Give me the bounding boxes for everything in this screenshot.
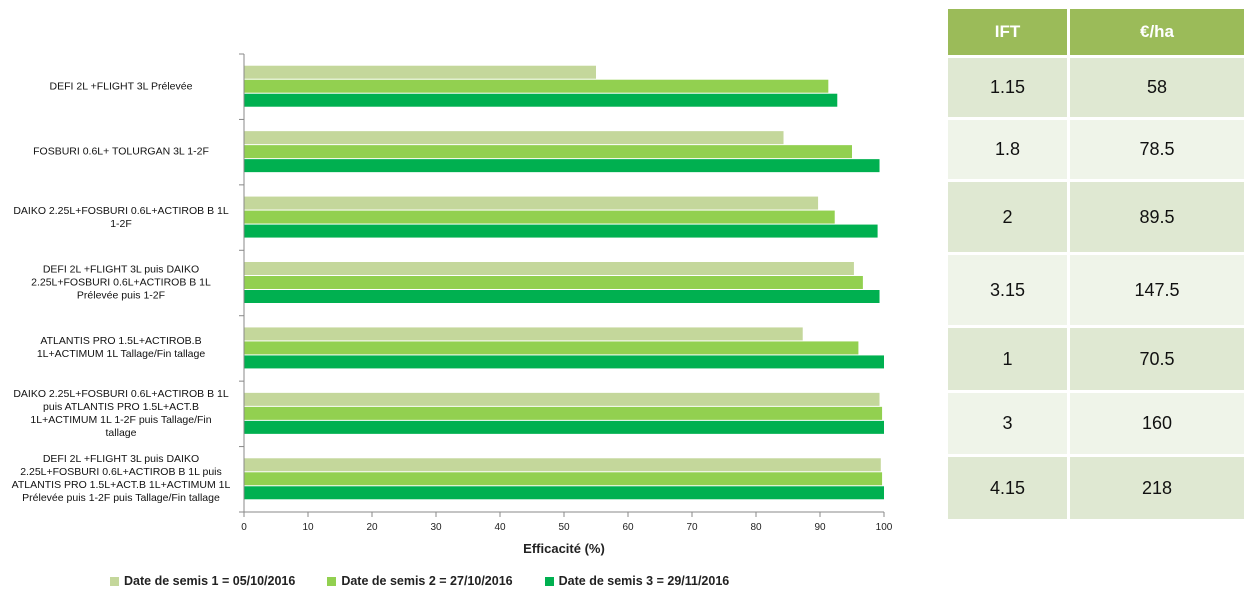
table-cell-cost: 218 <box>1070 457 1244 519</box>
table-row: 4.15 218 <box>948 457 1244 519</box>
table-cell-ift: 1 <box>948 328 1067 390</box>
category-label: DAIKO 2.25L+FOSBURI 0.6L+ACTIROB B 1L 1-2… <box>6 205 236 231</box>
x-tick-label: 100 <box>876 522 893 533</box>
category-label-line: 2.25L+FOSBURI 0.6L+ACTIROB B 1L <box>31 276 211 289</box>
bar-series1-row5 <box>244 327 803 341</box>
table-cell-ift: 4.15 <box>948 457 1067 519</box>
bar-series3-row5 <box>244 355 884 369</box>
category-label-line: puis ATLANTIS PRO 1.5L+ACT.B <box>43 400 199 413</box>
bar-series1-row3 <box>244 196 819 210</box>
bar-series3-row1 <box>244 93 838 107</box>
ift-cost-table: IFT €/ha 1.15 58 1.8 78.5 2 89.5 3.15 14… <box>945 6 1247 522</box>
table-row: 1.15 58 <box>948 58 1244 117</box>
x-tick-label: 40 <box>494 522 506 533</box>
category-label-line: ATLANTIS PRO 1.5L+ACTIROB.B <box>40 335 202 348</box>
legend-swatch <box>327 576 337 586</box>
x-tick-label: 10 <box>302 522 314 533</box>
bar-series2-row7 <box>244 472 883 486</box>
bar-series3-row4 <box>244 290 880 303</box>
category-label-line: Prélevée puis 1-2F <box>76 289 166 302</box>
table-cell-cost: 78.5 <box>1070 120 1244 179</box>
bar-series3-row7 <box>244 486 884 500</box>
category-label-line: 1L+ACTIMUM 1L 1-2F puis Tallage/Fin <box>30 413 212 426</box>
category-label-line: 1L+ACTIMUM 1L Tallage/Fin tallage <box>36 348 206 361</box>
category-label-line: DAIKO 2.25L+FOSBURI 0.6L+ACTIROB B 1L <box>13 387 229 400</box>
category-label: ATLANTIS PRO 1.5L+ACTIROB.B 1L+ACTIMUM 1L… <box>6 335 236 361</box>
category-label-line: FOSBURI 0.6L+ TOLURGAN 3L 1-2F <box>33 145 209 158</box>
bar-series1-row4 <box>244 262 854 275</box>
category-label: DEFI 2L +FLIGHT 3L Prélevée <box>6 80 236 93</box>
legend-label: Date de semis 3 = 29/11/2016 <box>558 574 730 588</box>
table-cell-cost: 147.5 <box>1070 255 1244 325</box>
bar-series2-row5 <box>244 341 859 355</box>
table-cell-ift: 3.15 <box>948 255 1067 325</box>
bar-series1-row1 <box>244 65 596 79</box>
table-row: 2 89.5 <box>948 182 1244 252</box>
category-label-line: tallage <box>105 426 137 439</box>
category-label: DEFI 2L +FLIGHT 3L puis DAIKO 2.25L+FOSBU… <box>6 264 236 303</box>
table-row: 1.8 78.5 <box>948 120 1244 179</box>
x-tick-label: 90 <box>814 522 826 533</box>
table-cell-cost: 70.5 <box>1070 328 1244 390</box>
chart-legend: Date de semis 1 = 05/10/2016 Date de semi… <box>110 574 729 588</box>
bar-series2-row2 <box>244 145 852 159</box>
table-cell-cost: 89.5 <box>1070 182 1244 252</box>
category-label-line: Prélevée puis 1-2F puis Tallage/Fin tall… <box>22 492 220 505</box>
category-label-line: 1-2F <box>110 217 132 230</box>
category-label: FOSBURI 0.6L+ TOLURGAN 3L 1-2F <box>6 146 236 159</box>
bar-series1-row2 <box>244 131 784 145</box>
category-label-line: ATLANTIS PRO 1.5L+ACT.B 1L+ACTIMUM 1L <box>11 479 231 492</box>
category-label-line: DEFI 2L +FLIGHT 3L puis DAIKO <box>42 263 200 276</box>
x-tick-label: 30 <box>430 522 442 533</box>
table-row: 1 70.5 <box>948 328 1244 390</box>
x-tick-label: 50 <box>558 522 570 533</box>
bar-series2-row6 <box>244 406 883 420</box>
x-tick-label: 20 <box>366 522 378 533</box>
bar-series3-row2 <box>244 159 880 173</box>
legend-item: Date de semis 2 = 27/10/2016 <box>327 574 513 588</box>
table-row: 3 160 <box>948 393 1244 454</box>
legend-label: Date de semis 1 = 05/10/2016 <box>124 574 296 588</box>
table-cell-ift: 1.8 <box>948 120 1067 179</box>
bar-series2-row1 <box>244 79 829 93</box>
x-tick-label: 60 <box>622 522 634 533</box>
legend-swatch <box>110 576 119 586</box>
x-tick-label: 70 <box>686 522 698 533</box>
legend-swatch <box>544 576 554 586</box>
table-cell-cost: 160 <box>1070 393 1244 454</box>
bar-series3-row3 <box>244 224 878 238</box>
category-label-line: 2.25L+FOSBURI 0.6L+ACTIROB B 1L puis <box>20 466 222 479</box>
table-cell-ift: 2 <box>948 182 1067 252</box>
table-cell-ift: 1.15 <box>948 58 1067 117</box>
x-tick-label: 0 <box>241 522 247 533</box>
bar-chart: 0 10 20 30 40 50 60 70 80 90 100 Efficacité (%) <box>239 53 893 556</box>
x-axis-title: Efficacité (%) <box>523 541 605 556</box>
bar-series1-row6 <box>244 392 880 406</box>
category-label-line: DEFI 2L +FLIGHT 3L Prélevée <box>49 80 193 93</box>
table-header-cost: €/ha <box>1070 9 1244 55</box>
bar-series3-row6 <box>244 420 884 434</box>
bar-series2-row3 <box>244 210 835 224</box>
legend-item: Date de semis 1 = 05/10/2016 <box>110 574 295 588</box>
category-label-line: DAIKO 2.25L+FOSBURI 0.6L+ACTIROB B 1L <box>13 204 229 217</box>
table-cell-ift: 3 <box>948 393 1067 454</box>
bar-series2-row4 <box>244 276 863 289</box>
legend-label: Date de semis 2 = 27/10/2016 <box>341 574 513 588</box>
table-row: 3.15 147.5 <box>948 255 1244 325</box>
category-label: DEFI 2L +FLIGHT 3L puis DAIKO 2.25L+FOSBU… <box>6 453 236 505</box>
table-header-ift: IFT <box>948 9 1067 55</box>
table-cell-cost: 58 <box>1070 58 1244 117</box>
category-label: DAIKO 2.25L+FOSBURI 0.6L+ACTIROB B 1L pui… <box>6 388 236 440</box>
bar-series1-row7 <box>244 458 881 472</box>
category-label-line: DEFI 2L +FLIGHT 3L puis DAIKO <box>42 453 200 466</box>
x-tick-label: 80 <box>750 522 762 533</box>
table-header-row: IFT €/ha <box>948 9 1244 55</box>
legend-item: Date de semis 3 = 29/11/2016 <box>544 574 730 588</box>
